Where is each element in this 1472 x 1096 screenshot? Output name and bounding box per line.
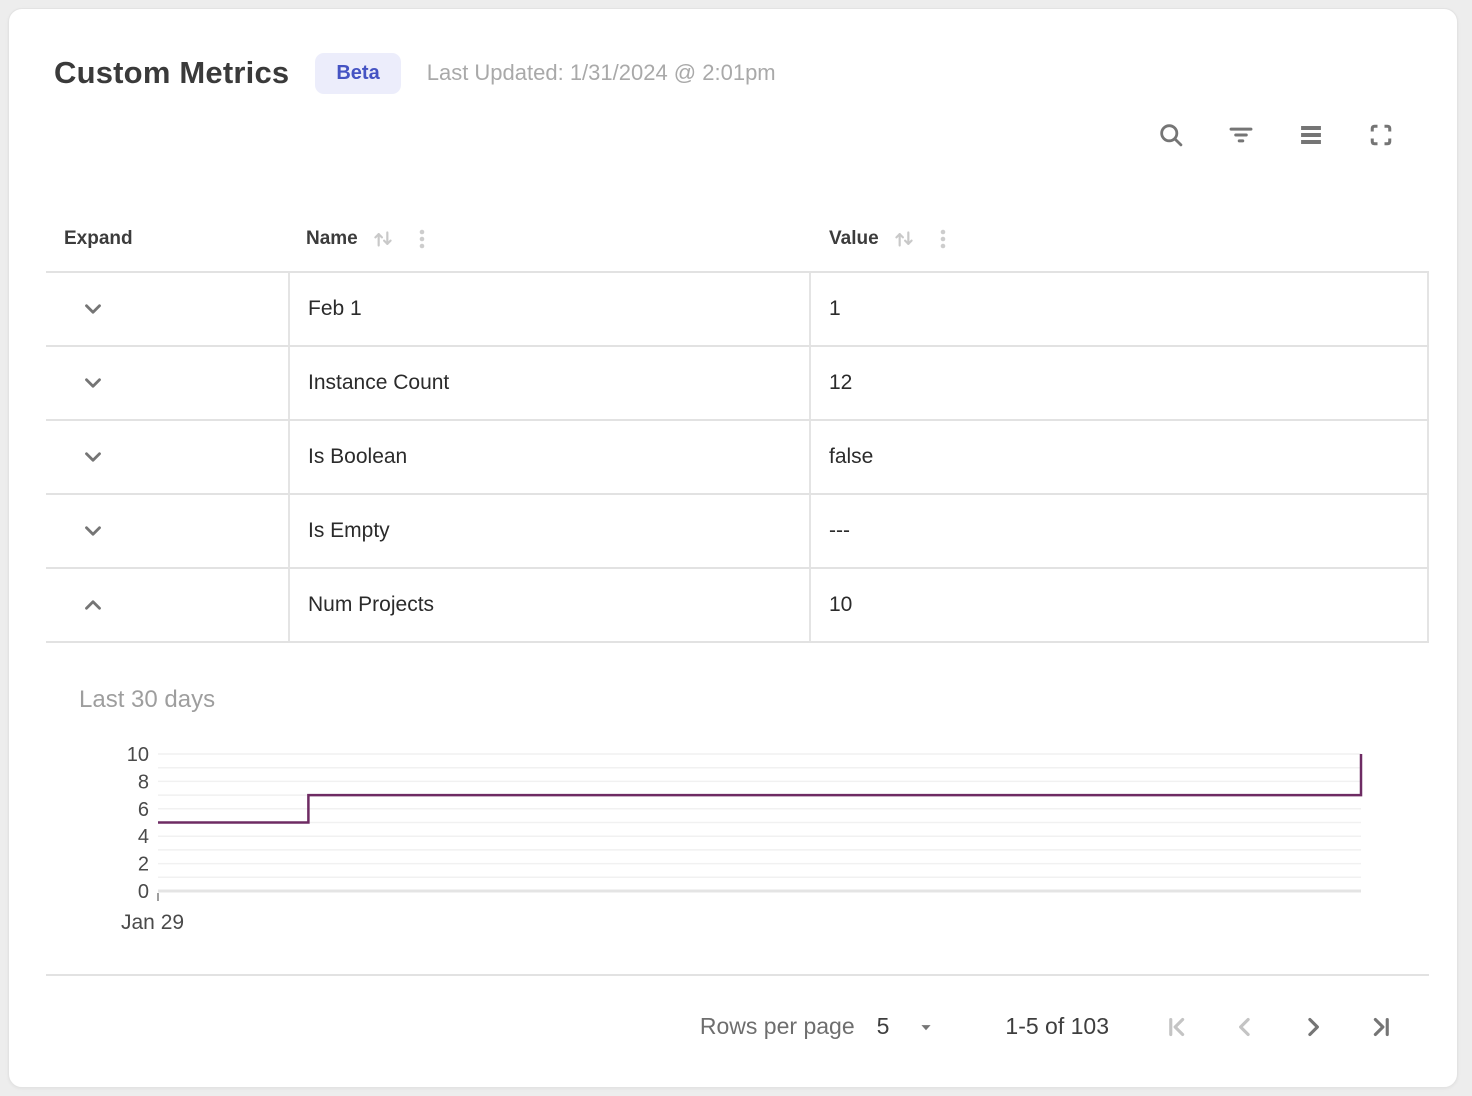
chevron-right-icon [1308, 1017, 1319, 1036]
table-row: Is Empty --- [46, 495, 1429, 569]
svg-text:10: 10 [127, 746, 149, 766]
kebab-menu-icon [940, 229, 945, 248]
column-label-expand: Expand [64, 227, 133, 249]
search-icon [1160, 124, 1183, 147]
metric-value-cell: 1 [811, 273, 1429, 345]
svg-text:8: 8 [138, 771, 149, 793]
metric-value-cell: 10 [811, 569, 1429, 641]
column-label-value: Value [829, 227, 879, 249]
table-row: Instance Count 12 [46, 347, 1429, 421]
metric-name-cell: Feb 1 [288, 273, 811, 345]
name-column-menu-button[interactable] [410, 227, 434, 251]
svg-text:0: 0 [138, 881, 149, 903]
sort-arrows-icon [374, 230, 392, 247]
search-button[interactable] [1151, 115, 1191, 155]
svg-text:6: 6 [138, 799, 149, 821]
density-button[interactable] [1291, 115, 1331, 155]
sort-name-button[interactable] [370, 226, 396, 252]
card-header: Custom Metrics Beta Last Updated: 1/31/2… [9, 9, 1457, 97]
pagination-range-label: 1-5 of 103 [1005, 1013, 1109, 1039]
svg-text:2: 2 [138, 854, 149, 876]
chevron-down-icon [85, 452, 101, 462]
pager [1155, 1005, 1403, 1049]
first-page-button[interactable] [1155, 1005, 1199, 1049]
metric-value-cell: false [811, 421, 1429, 493]
kebab-menu-icon [419, 229, 425, 248]
last-updated-text: Last Updated: 1/31/2024 @ 2:01pm [426, 60, 776, 85]
expanded-detail-panel: Last 30 days 0 2 4 6 8 10 Jan 29 [79, 686, 1457, 946]
column-header-value: Value [811, 226, 1429, 252]
table-footer: Rows per page 5 1-5 of 103 [46, 974, 1429, 1087]
column-header-expand: Expand [46, 228, 288, 250]
chart-title: Last 30 days [79, 686, 216, 713]
caret-down-icon [915, 1016, 937, 1038]
expand-cell [46, 347, 288, 419]
expand-cell [46, 421, 288, 493]
expand-cell [46, 569, 288, 641]
expand-row-button[interactable] [76, 588, 110, 622]
expand-cell [46, 273, 288, 345]
expand-row-button[interactable] [76, 366, 110, 400]
column-header-name: Name [288, 226, 811, 252]
rows-per-page-label: Rows per page [699, 1013, 855, 1039]
grid-toolbar [9, 115, 1457, 155]
table-row: Is Boolean false [46, 421, 1429, 495]
metrics-table: Expand Name Value [46, 206, 1429, 643]
metric-name-cell: Is Boolean [288, 421, 811, 493]
chevron-down-icon [85, 378, 101, 388]
metric-name-cell: Num Projects [288, 569, 811, 641]
expand-row-button[interactable] [76, 440, 110, 474]
metric-value-cell: --- [811, 495, 1429, 567]
table-row: Feb 1 1 [46, 273, 1429, 347]
expand-row-button[interactable] [76, 292, 110, 326]
table-row: Num Projects 10 [46, 569, 1429, 643]
rows-per-page-select[interactable]: 5 [877, 1013, 938, 1040]
last-page-icon [1373, 1017, 1389, 1036]
filter-button[interactable] [1221, 115, 1261, 155]
column-label-name: Name [306, 227, 358, 249]
chevron-up-icon [85, 600, 101, 610]
previous-page-button[interactable] [1223, 1005, 1267, 1049]
beta-badge: Beta [315, 52, 401, 94]
page-title: Custom Metrics [54, 55, 290, 90]
sparkline-chart: 0 2 4 6 8 10 Jan 29 [109, 744, 1457, 946]
value-column-menu-button[interactable] [931, 227, 955, 251]
fullscreen-button[interactable] [1361, 115, 1401, 155]
custom-metrics-card: Custom Metrics Beta Last Updated: 1/31/2… [8, 8, 1458, 1088]
metric-name-cell: Instance Count [288, 347, 811, 419]
metric-name-cell: Is Empty [288, 495, 811, 567]
filter-icon [1229, 127, 1253, 143]
sort-arrows-icon [894, 230, 913, 247]
rows-per-page-value: 5 [876, 1013, 890, 1039]
density-icon [1301, 126, 1321, 144]
step-line-chart: 0 2 4 6 8 10 Jan 29 [121, 744, 1363, 934]
expand-cell [46, 495, 288, 567]
metric-value-cell: 12 [811, 347, 1429, 419]
svg-text:Jan 29: Jan 29 [121, 911, 184, 934]
chevron-left-icon [1239, 1017, 1250, 1036]
fullscreen-icon [1370, 124, 1392, 146]
last-page-button[interactable] [1359, 1005, 1403, 1049]
expand-row-button[interactable] [76, 514, 110, 548]
table-body: Feb 1 1 Instance Count 12 [46, 273, 1429, 643]
chevron-down-icon [85, 526, 101, 536]
sort-value-button[interactable] [891, 226, 917, 252]
first-page-icon [1169, 1017, 1185, 1036]
table-header-row: Expand Name Value [46, 206, 1429, 273]
chevron-down-icon [85, 304, 101, 314]
next-page-button[interactable] [1291, 1005, 1335, 1049]
svg-text:4: 4 [138, 826, 149, 848]
